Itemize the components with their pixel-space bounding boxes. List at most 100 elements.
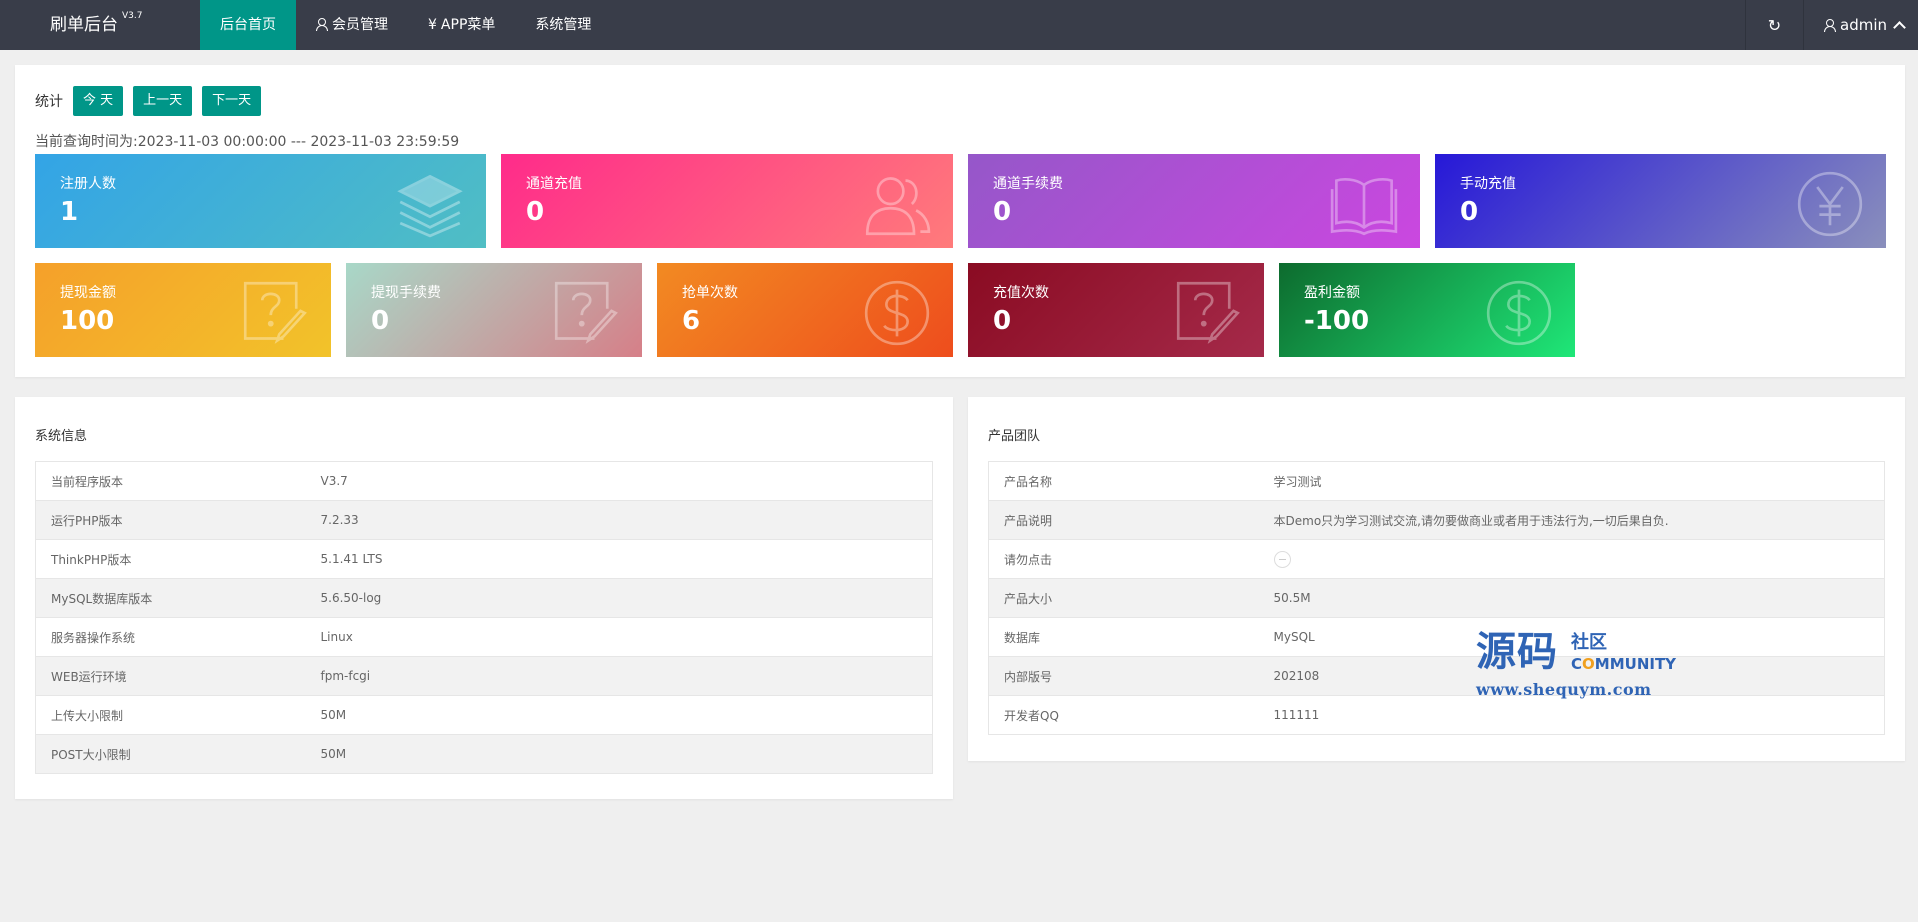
do-not-click-icon[interactable] <box>1273 550 1291 568</box>
nav-app-menu-label: APP菜单 <box>440 17 496 33</box>
table-row: 开发者QQ 111111 <box>988 695 1885 735</box>
table-row: 内部版号 202108 <box>988 656 1885 696</box>
stats-toolbar: 统计 今 天 上一天 下一天 <box>35 86 271 116</box>
yen-circle-icon <box>1797 171 1863 237</box>
card-channel-recharge: 通道充值 0 <box>501 154 953 248</box>
main-nav: 后台首页 会员管理 ¥ APP菜单 系统管理 <box>200 0 611 50</box>
card-title: 提现手续费 <box>371 285 441 301</box>
row-key: 产品名称 <box>988 461 1259 501</box>
nav-system-label: 系统管理 <box>535 17 592 33</box>
card-value: 0 <box>371 306 390 336</box>
card-registered-users: 注册人数 1 <box>35 154 486 248</box>
row-value: 本Demo只为学习测试交流,请勿要做商业或者用于违法行为,一切后果自负. <box>1258 500 1885 540</box>
nav-system[interactable]: 系统管理 <box>515 0 611 50</box>
row-key: WEB运行环境 <box>35 656 306 696</box>
question-edit-icon <box>243 281 307 344</box>
card-value: 6 <box>682 306 701 336</box>
table-row: MySQL数据库版本 5.6.50-log <box>35 578 933 618</box>
card-profit-amount: 盈利金额 -100 <box>1279 263 1575 357</box>
wm-rest: MMUNITY <box>1594 655 1677 673</box>
next-day-button[interactable]: 下一天 <box>202 86 262 116</box>
card-title: 通道充值 <box>526 176 582 192</box>
row-value: 5.1.41 LTS <box>305 539 933 579</box>
table-row: ThinkPHP版本 5.1.41 LTS <box>35 539 933 579</box>
nav-home[interactable]: 后台首页 <box>200 0 296 50</box>
card-value: 0 <box>526 197 545 227</box>
today-button[interactable]: 今 天 <box>73 86 124 116</box>
card-value: 0 <box>993 306 1012 336</box>
top-header: 刷单后台 V3.7 后台首页 会员管理 ¥ APP菜单 系统管理 ↻ admin <box>0 0 1918 50</box>
stats-panel: 统计 今 天 上一天 下一天 当前查询时间为:2023-11-03 00:00:… <box>15 65 1905 377</box>
table-row: POST大小限制 50M <box>35 734 933 774</box>
row-key: 上传大小限制 <box>35 695 306 735</box>
nav-members-label: 会员管理 <box>332 17 388 33</box>
card-value: 0 <box>993 197 1012 227</box>
table-row: 当前程序版本 V3.7 <box>35 461 933 501</box>
card-title: 提现金额 <box>60 285 116 301</box>
row-key: 产品大小 <box>988 578 1259 618</box>
row-key: ThinkPHP版本 <box>35 539 306 579</box>
row-value: 5.6.50-log <box>305 578 933 618</box>
version-badge: V3.7 <box>122 11 143 21</box>
table-row: 上传大小限制 50M <box>35 695 933 735</box>
card-recharge-count: 充值次数 0 <box>968 263 1264 357</box>
dollar-circle-icon <box>864 280 930 346</box>
stats-label: 统计 <box>35 94 63 110</box>
table-row: 运行PHP版本 7.2.33 <box>35 500 933 540</box>
users-icon <box>865 177 931 236</box>
question-edit-icon <box>1176 281 1240 344</box>
user-menu[interactable]: admin <box>1803 0 1918 50</box>
card-title: 手动充值 <box>1460 176 1516 192</box>
yen-icon: ¥ <box>428 17 437 33</box>
nav-members[interactable]: 会员管理 <box>296 0 408 50</box>
watermark-community: COMMUNITY <box>1571 656 1676 672</box>
nav-home-label: 后台首页 <box>220 17 276 33</box>
row-key: MySQL数据库版本 <box>35 578 306 618</box>
row-key: 产品说明 <box>988 500 1259 540</box>
watermark-big-text: 源码 <box>1476 629 1558 675</box>
row-key: 请勿点击 <box>988 539 1259 579</box>
row-value: MySQL <box>1258 617 1885 657</box>
chevron-up-icon <box>1893 21 1906 34</box>
row-key: POST大小限制 <box>35 734 306 774</box>
system-info-table: 当前程序版本 V3.7 运行PHP版本 7.2.33 ThinkPHP版本 5.1.4… <box>35 461 933 774</box>
row-key: 数据库 <box>988 617 1259 657</box>
card-withdraw-fee: 提现手续费 0 <box>346 263 642 357</box>
watermark-small-text: 社区 <box>1571 632 1607 653</box>
card-value: 0 <box>1460 197 1479 227</box>
dollar-circle-icon <box>1486 280 1552 346</box>
row-value <box>1258 539 1885 579</box>
card-title: 抢单次数 <box>682 285 738 301</box>
user-icon <box>316 18 328 31</box>
table-row: WEB运行环境 fpm-fcgi <box>35 656 933 696</box>
product-team-panel: 产品团队 产品名称 学习测试 产品说明 本Demo只为学习测试交流,请勿要做商业或者… <box>968 397 1905 761</box>
table-row: 产品说明 本Demo只为学习测试交流,请勿要做商业或者用于违法行为,一切后果自负. <box>988 500 1885 540</box>
row-key: 开发者QQ <box>988 695 1259 735</box>
card-title: 注册人数 <box>60 176 116 192</box>
row-key: 当前程序版本 <box>35 461 306 501</box>
table-row: 请勿点击 <box>988 539 1885 579</box>
product-team-table: 产品名称 学习测试 产品说明 本Demo只为学习测试交流,请勿要做商业或者用于违法行… <box>988 461 1885 735</box>
card-grab-count: 抢单次数 6 <box>657 263 953 357</box>
layers-icon <box>397 174 463 238</box>
row-key: 服务器操作系统 <box>35 617 306 657</box>
row-value: Linux <box>305 617 933 657</box>
card-title: 盈利金额 <box>1304 285 1360 301</box>
card-value: -100 <box>1304 306 1370 336</box>
card-title: 通道手续费 <box>993 176 1063 192</box>
query-time-text: 当前查询时间为:2023-11-03 00:00:00 --- 2023-11-… <box>35 134 460 150</box>
card-channel-fee: 通道手续费 0 <box>968 154 1420 248</box>
header-right: ↻ admin <box>1745 0 1918 50</box>
app-logo[interactable]: 刷单后台 V3.7 <box>50 0 142 50</box>
product-team-title: 产品团队 <box>988 429 1041 444</box>
prev-day-button[interactable]: 上一天 <box>133 86 193 116</box>
refresh-button[interactable]: ↻ <box>1745 0 1803 50</box>
row-value: 111111 <box>1258 695 1885 735</box>
table-row: 产品名称 学习测试 <box>988 461 1885 501</box>
book-icon <box>1330 178 1398 236</box>
row-value: fpm-fcgi <box>305 656 933 696</box>
question-edit-icon <box>554 281 618 344</box>
watermark-logo: 源码 社区 COMMUNITY www.shequym.com <box>1476 630 1676 705</box>
nav-app-menu[interactable]: ¥ APP菜单 <box>408 0 515 50</box>
card-manual-recharge: 手动充值 0 <box>1435 154 1886 248</box>
